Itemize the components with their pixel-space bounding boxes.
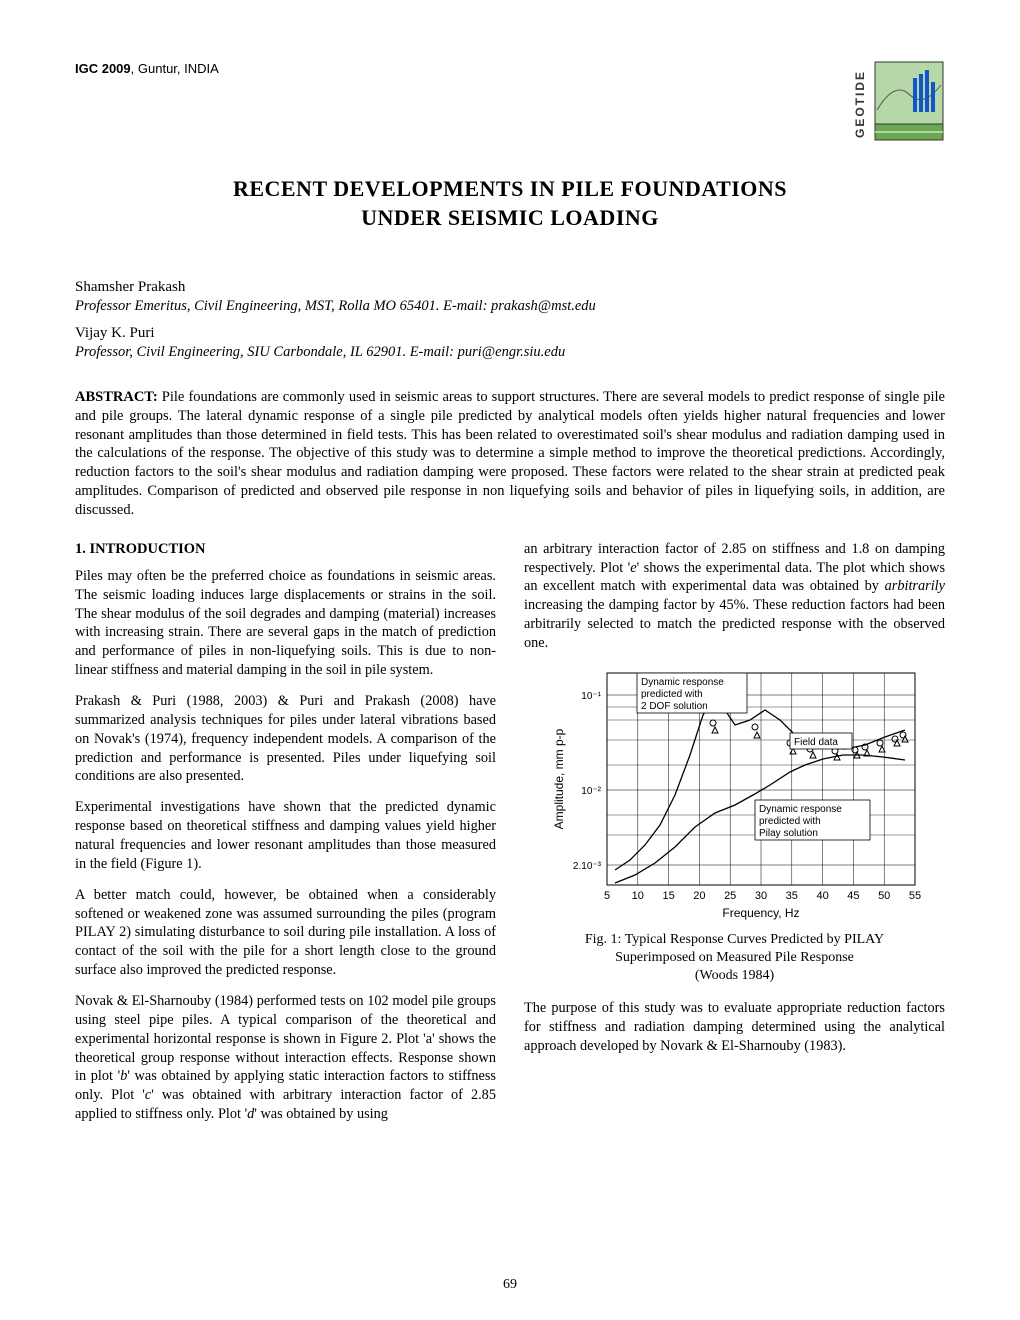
authors-block: Shamsher Prakash Professor Emeritus, Civ… bbox=[75, 277, 945, 363]
author-name-1: Shamsher Prakash bbox=[75, 277, 945, 297]
figure-1-caption: Fig. 1: Typical Response Curves Predicte… bbox=[524, 931, 945, 986]
svg-text:25: 25 bbox=[724, 890, 736, 902]
svg-text:10⁻¹: 10⁻¹ bbox=[581, 691, 601, 702]
right-column: an arbitrary interaction factor of 2.85 … bbox=[524, 540, 945, 1136]
conference-name-bold: IGC 2009 bbox=[75, 61, 131, 76]
conference-header: IGC 2009, Guntur, INDIA bbox=[75, 60, 219, 78]
svg-text:10⁻²: 10⁻² bbox=[581, 786, 601, 797]
abstract: ABSTRACT: Pile foundations are commonly … bbox=[75, 388, 945, 520]
svg-text:Frequency, Hz: Frequency, Hz bbox=[722, 906, 799, 920]
svg-text:2.10⁻³: 2.10⁻³ bbox=[572, 861, 601, 872]
svg-text:55: 55 bbox=[908, 890, 920, 902]
svg-text:10: 10 bbox=[631, 890, 643, 902]
page-number: 69 bbox=[0, 1276, 1020, 1295]
svg-text:15: 15 bbox=[662, 890, 674, 902]
svg-text:GEOTIDE: GEOTIDE bbox=[855, 70, 867, 138]
conference-name-rest: , Guntur, INDIA bbox=[131, 61, 219, 76]
figure-1: 5 10 15 20 25 30 35 40 45 50 55 2.10⁻³ 10⁻² 10⁻¹ Frequ… bbox=[524, 665, 945, 986]
svg-text:Pilay solution: Pilay solution bbox=[759, 828, 818, 839]
svg-text:35: 35 bbox=[785, 890, 797, 902]
svg-text:predicted with: predicted with bbox=[641, 689, 703, 700]
left-column: 1. INTRODUCTION Piles may often be the p… bbox=[75, 540, 496, 1136]
svg-text:predicted with: predicted with bbox=[759, 816, 821, 827]
svg-text:2 DOF solution: 2 DOF solution bbox=[641, 701, 708, 712]
svg-text:20: 20 bbox=[693, 890, 705, 902]
abstract-text: Pile foundations are commonly used in se… bbox=[75, 389, 945, 518]
author-aff-1: Professor Emeritus, Civil Engineering, M… bbox=[75, 297, 945, 317]
left-para-1: Piles may often be the preferred choice … bbox=[75, 567, 496, 680]
svg-text:5: 5 bbox=[603, 890, 609, 902]
svg-text:Dynamic response: Dynamic response bbox=[759, 804, 842, 815]
abstract-label: ABSTRACT: bbox=[75, 389, 158, 405]
svg-text:Dynamic response: Dynamic response bbox=[641, 677, 724, 688]
svg-text:50: 50 bbox=[878, 890, 890, 902]
left-para-3: Experimental investigations have shown t… bbox=[75, 798, 496, 873]
svg-text:45: 45 bbox=[847, 890, 859, 902]
svg-text:30: 30 bbox=[754, 890, 766, 902]
title-line-2: UNDER SEISMIC LOADING bbox=[361, 205, 659, 230]
geotide-logo: GEOTIDE bbox=[855, 60, 945, 145]
svg-text:40: 40 bbox=[816, 890, 828, 902]
author-name-2: Vijay K. Puri bbox=[75, 323, 945, 343]
left-para-5: Novak & El-Sharnouby (1984) performed te… bbox=[75, 992, 496, 1124]
title-line-1: RECENT DEVELOPMENTS IN PILE FOUNDATIONS bbox=[233, 176, 787, 201]
section-1-head: 1. INTRODUCTION bbox=[75, 540, 496, 559]
author-aff-2: Professor, Civil Engineering, SIU Carbon… bbox=[75, 343, 945, 363]
left-para-4: A better match could, however, be obtain… bbox=[75, 886, 496, 980]
svg-text:Field data: Field data bbox=[794, 737, 838, 748]
right-para-1: an arbitrary interaction factor of 2.85 … bbox=[524, 540, 945, 653]
paper-title: RECENT DEVELOPMENTS IN PILE FOUNDATIONS … bbox=[75, 175, 945, 232]
left-para-2: Prakash & Puri (1988, 2003) & Puri and P… bbox=[75, 692, 496, 786]
right-para-2: The purpose of this study was to evaluat… bbox=[524, 999, 945, 1056]
svg-text:Amplitude, mm p-p: Amplitude, mm p-p bbox=[552, 728, 566, 829]
